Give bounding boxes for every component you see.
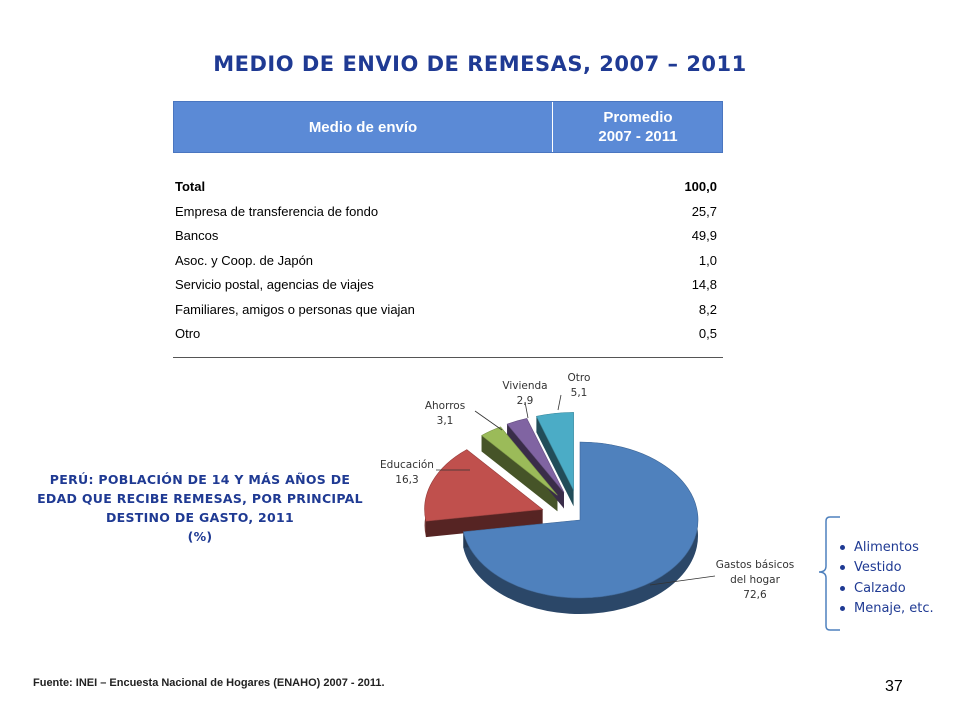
bullet-dot <box>840 585 845 591</box>
page-number: 37 <box>885 678 903 695</box>
row-value: 25,7 <box>691 203 717 219</box>
pie-slice-vivienda <box>506 418 565 493</box>
table-header: Medio de envío Promedio 2007 - 2011 <box>173 101 723 153</box>
table-row: Otro 0,5 <box>173 323 723 348</box>
slice-name-label: del hogar <box>730 574 781 586</box>
pie-slice-educaci-n <box>424 449 544 522</box>
pie-slice-otro <box>536 412 574 491</box>
row-label: Servicio postal, agencias de viajes <box>175 277 374 292</box>
chart-subtitle: PERÚ: POBLACIÓN DE 14 Y MÁS AÑOS DE EDAD… <box>30 470 370 546</box>
row-label: Bancos <box>175 228 219 243</box>
header-promedio: Promedio 2007 - 2011 <box>553 102 723 152</box>
leader-line <box>649 575 716 586</box>
subtitle-line: (%) <box>187 529 213 544</box>
subtitle-line: EDAD QUE RECIBE REMESAS, POR PRINCIPAL <box>37 491 363 506</box>
leader-line <box>474 410 503 431</box>
bullet-item: Calzado <box>840 578 934 599</box>
bullet-text: Vestido <box>854 560 902 576</box>
slice-value-label: 2,9 <box>517 395 534 407</box>
bullet-item: Menaje, etc. <box>840 599 934 620</box>
subtitle-line: DESTINO DE GASTO, 2011 <box>105 510 295 525</box>
slice-name-label: Ahorros <box>425 400 465 412</box>
header-medio-de-envio: Medio de envío <box>174 102 553 152</box>
bullet-text: Alimentos <box>854 539 919 555</box>
slice-value-label: 5,1 <box>571 387 588 399</box>
row-value: 49,9 <box>691 228 717 243</box>
header-promedio-line2: 2007 - 2011 <box>598 128 678 145</box>
pie-slice-face <box>425 509 543 538</box>
subtitle-line: PERÚ: POBLACIÓN DE 14 Y MÁS AÑOS DE <box>49 472 351 487</box>
slice-name-label: Vivienda <box>502 380 547 392</box>
row-label: Empresa de transferencia de fondo <box>175 203 379 219</box>
row-value: 1,0 <box>698 252 717 268</box>
slice-value-label: 16,3 <box>395 474 418 486</box>
slice-value-label: 72,6 <box>743 589 767 601</box>
slice-name-label: Educación <box>380 459 434 471</box>
table-row: Bancos 49,9 <box>173 225 723 250</box>
bullet-dot <box>840 565 845 571</box>
table-row: Familiares, amigos o personas que viajan… <box>173 299 723 324</box>
bullet-text: Menaje, etc. <box>854 601 934 617</box>
bullet-dot <box>840 544 845 550</box>
table-row: Total 100,0 <box>173 176 723 201</box>
leader-line <box>524 401 529 419</box>
pie-leader-lines <box>436 394 716 586</box>
row-label: Familiares, amigos o personas que viajan <box>175 301 415 317</box>
bullet-item: Vestido <box>840 558 934 579</box>
bullet-item: Alimentos <box>840 537 934 558</box>
row-label: Otro <box>175 326 201 341</box>
bullet-dot <box>840 606 845 612</box>
header-promedio-line1: Promedio <box>603 109 673 126</box>
table-body: Total 100,0 Empresa de transferencia de … <box>173 176 723 348</box>
row-value: 14,8 <box>691 277 717 292</box>
pie-top-layer <box>424 412 699 599</box>
table-row: Empresa de transferencia de fondo 25,7 <box>173 201 723 226</box>
pie-slice-ahorros <box>481 426 558 496</box>
table-row: Asoc. y Coop. de Japón 1,0 <box>173 250 723 275</box>
bullet-text: Calzado <box>854 580 906 596</box>
pie-slice-face <box>481 435 558 512</box>
source-footer: Fuente: INEI – Encuesta Nacional de Hoga… <box>33 677 385 689</box>
gastos-basicos-bullets: Alimentos Vestido Calzado Menaje, etc. <box>840 537 934 619</box>
table-row: Servicio postal, agencias de viajes 14,8 <box>173 274 723 299</box>
table-bottom-rule <box>173 357 723 358</box>
row-value: 0,5 <box>698 326 717 341</box>
row-label: Asoc. y Coop. de Japón <box>175 252 314 268</box>
row-value: 100,0 <box>684 179 717 194</box>
slice-value-label: 3,1 <box>437 415 454 427</box>
slice-name-label: Gastos básicos <box>716 559 795 571</box>
page-title: MEDIO DE ENVIO DE REMESAS, 2007 – 2011 <box>213 52 747 76</box>
pie-slice-gastos-b-sicos-del-hogar <box>462 441 699 599</box>
pie-slice-face <box>536 416 574 507</box>
leader-line <box>557 394 562 411</box>
slice-name-label: Otro <box>568 372 591 384</box>
pie-labels: Gastos básicos del hogar 72,6 Educación 16,3… <box>380 372 794 601</box>
row-label: Total <box>175 179 206 194</box>
row-value: 8,2 <box>698 301 717 317</box>
